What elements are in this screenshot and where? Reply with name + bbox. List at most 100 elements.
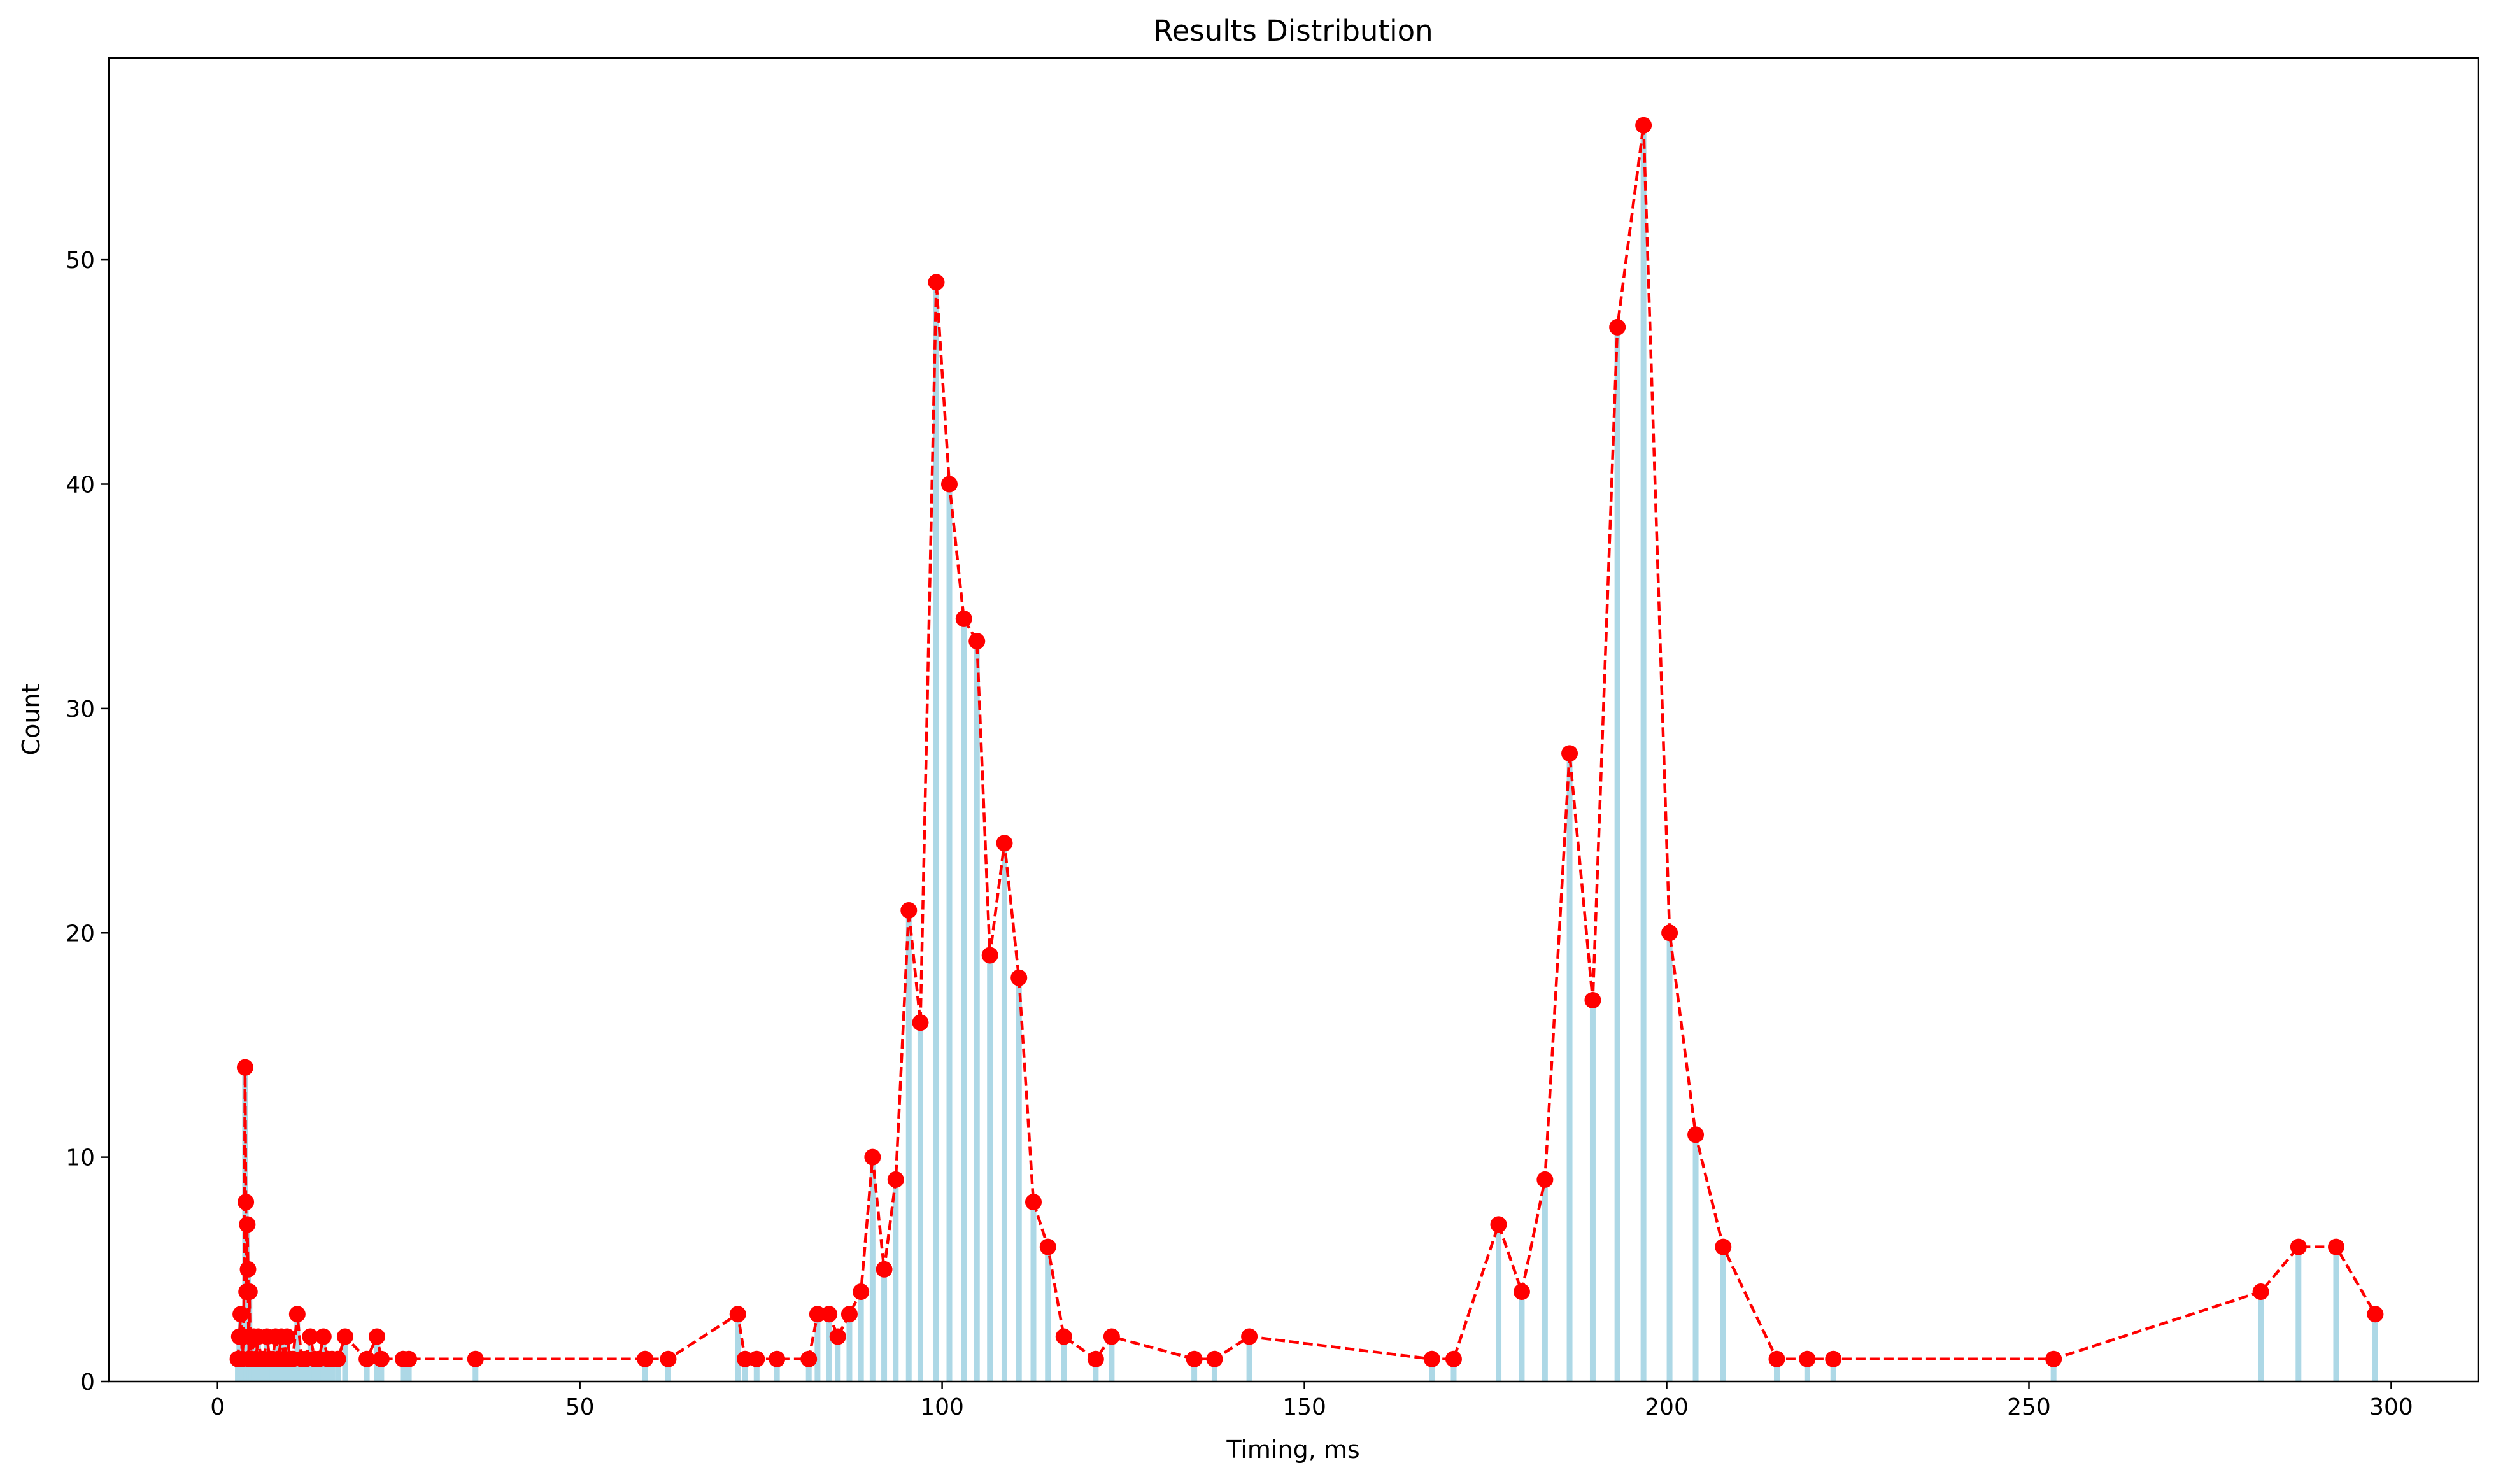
bar-63 [933, 282, 940, 1382]
data-point-54 [821, 1306, 838, 1323]
bar-38 [335, 1359, 341, 1382]
y-tick-label-40: 40 [66, 472, 95, 498]
y-axis-ticks: 0 10 20 30 40 50 [66, 248, 109, 1396]
bar-56 [846, 1314, 853, 1382]
bar-60 [893, 1179, 899, 1382]
data-point-76 [1206, 1350, 1223, 1367]
data-point-56 [840, 1306, 858, 1323]
bar-21 [269, 1359, 276, 1382]
data-point-61 [900, 902, 918, 919]
bar-76 [1211, 1359, 1217, 1382]
y-axis-label: Count [17, 684, 45, 756]
x-tick-label-150: 150 [1282, 1394, 1326, 1420]
bar-45 [472, 1359, 479, 1382]
data-point-64 [940, 476, 958, 493]
data-point-65 [955, 610, 972, 627]
y-tick-label-50: 50 [66, 248, 95, 274]
plot-frame [108, 57, 2479, 1383]
x-tick-label-50: 50 [565, 1394, 595, 1420]
bar-31 [303, 1359, 309, 1382]
data-point-83 [1561, 745, 1578, 762]
bar-17 [258, 1359, 264, 1382]
bar-51 [774, 1359, 780, 1382]
bar-33 [311, 1359, 318, 1382]
bar-70 [1030, 1202, 1037, 1382]
bar-88 [1692, 1134, 1699, 1382]
data-point-52 [800, 1350, 818, 1367]
data-point-26 [278, 1328, 295, 1345]
y-tick-label-20: 20 [66, 921, 95, 947]
data-point-60 [887, 1171, 904, 1188]
bar-62 [917, 1022, 923, 1382]
bar-34 [316, 1359, 322, 1382]
data-point-70 [1025, 1194, 1042, 1211]
data-point-71 [1039, 1238, 1056, 1255]
bar-87 [1666, 933, 1673, 1382]
bar-73 [1093, 1359, 1099, 1382]
data-point-75 [1186, 1350, 1203, 1367]
data-point-63 [928, 274, 945, 291]
bar-40 [364, 1359, 370, 1382]
bar-43 [400, 1359, 406, 1382]
bar-91 [1804, 1359, 1810, 1382]
data-point-59 [876, 1261, 893, 1278]
bar-66 [974, 641, 980, 1382]
bar-71 [1045, 1247, 1051, 1382]
data-point-66 [968, 633, 986, 650]
data-point-77 [1241, 1328, 1258, 1345]
data-point-78 [1423, 1350, 1440, 1367]
data-point-91 [1799, 1350, 1816, 1367]
y-tick-label-30: 30 [66, 696, 95, 723]
data-point-82 [1536, 1171, 1554, 1188]
data-point-85 [1609, 318, 1626, 336]
data-point-57 [853, 1283, 870, 1301]
data-point-79 [1445, 1350, 1462, 1367]
data-point-92 [1825, 1350, 1842, 1367]
data-point-89 [1715, 1238, 1732, 1255]
data-point-93 [2045, 1350, 2062, 1367]
bar-74 [1109, 1336, 1115, 1382]
bar-67 [987, 955, 993, 1382]
data-point-32 [302, 1328, 319, 1345]
data-point-88 [1687, 1126, 1705, 1143]
bar-47 [665, 1359, 671, 1382]
bar-58 [869, 1157, 876, 1382]
bar-94 [2258, 1292, 2264, 1382]
bar-69 [1016, 977, 1022, 1382]
data-point-2 [232, 1306, 250, 1323]
bar-29 [294, 1314, 301, 1382]
data-point-9 [239, 1261, 257, 1278]
data-point-87 [1661, 924, 1678, 942]
data-point-58 [864, 1148, 881, 1166]
bar-72 [1061, 1336, 1067, 1382]
data-point-51 [769, 1350, 786, 1367]
bar-97 [2372, 1314, 2378, 1382]
bar-81 [1519, 1292, 1525, 1382]
bar-90 [1773, 1359, 1780, 1382]
y-tick-label-10: 10 [66, 1145, 95, 1171]
bar-86 [1640, 125, 1647, 1382]
x-axis-label: Timing, ms [1226, 1436, 1359, 1464]
data-point-35 [315, 1328, 332, 1345]
data-point-8 [239, 1216, 256, 1233]
data-point-5 [236, 1059, 253, 1076]
bar-54 [826, 1314, 832, 1382]
bar-80 [1496, 1224, 1502, 1382]
data-point-40 [358, 1350, 376, 1367]
chart-title: Results Distribution [1153, 14, 1433, 48]
bar-84 [1589, 1000, 1596, 1382]
bar-64 [946, 484, 953, 1382]
bar-78 [1429, 1359, 1435, 1382]
data-point-95 [2290, 1238, 2307, 1255]
bar-93 [2050, 1359, 2057, 1382]
bar-85 [1614, 327, 1620, 1382]
y-tick-label-0: 0 [80, 1369, 95, 1396]
bar-25 [281, 1359, 287, 1382]
bar-36 [325, 1359, 331, 1382]
bar-52 [805, 1359, 812, 1382]
data-point-44 [401, 1350, 418, 1367]
x-tick-label-300: 300 [2369, 1394, 2413, 1420]
bar-89 [1720, 1247, 1726, 1382]
